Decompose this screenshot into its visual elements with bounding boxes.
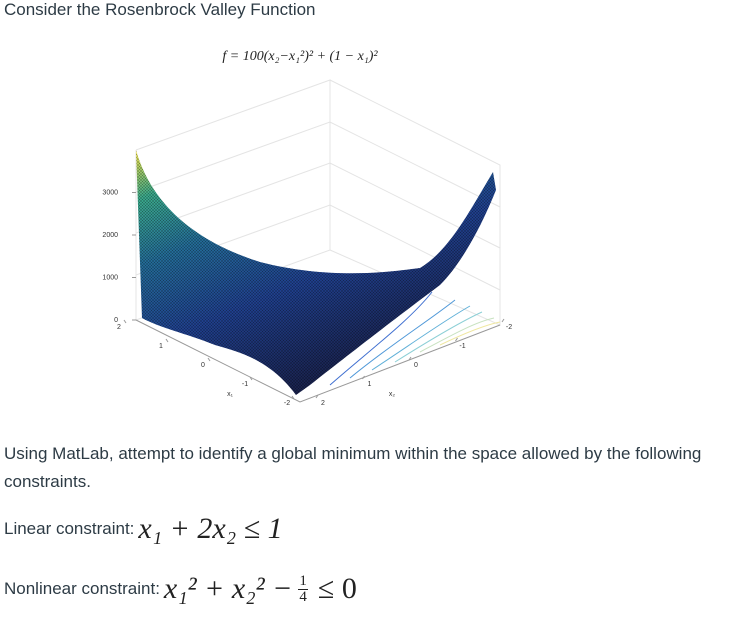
x2-tick-label: 2 xyxy=(321,400,325,407)
label: Nonlinear constraint: xyxy=(4,579,160,598)
denominator: 4 xyxy=(299,588,307,605)
x2-tick xyxy=(362,375,365,380)
surface-mesh xyxy=(136,150,496,395)
linear-row: Linear constraint: x₁ + 2x₂ ≤ 1 xyxy=(4,512,283,546)
x1-tick-label: -2 xyxy=(284,400,290,407)
x1-tick xyxy=(165,338,169,343)
z-tick-label: 3000 xyxy=(102,190,118,197)
x2-tick xyxy=(408,356,412,361)
x1-tick-label: 1 xyxy=(159,343,163,350)
x1-tick-label: -1 xyxy=(242,381,248,388)
z-tick-label: 2000 xyxy=(102,232,118,239)
x2-axis-label: x₂ xyxy=(389,391,396,398)
label: Linear constraint: xyxy=(4,519,135,538)
paragraph: Using MatLab, attempt to identify a glob… xyxy=(4,444,702,491)
x1-tick-label: 2 xyxy=(117,324,121,331)
numerator: 1 xyxy=(298,572,308,590)
x1-tick xyxy=(249,376,253,381)
x2-tick-label: -2 xyxy=(506,324,512,331)
z-tick-label: 1000 xyxy=(102,275,118,282)
x1-tick xyxy=(123,319,127,324)
contours xyxy=(329,291,501,386)
x2-tick xyxy=(315,394,319,399)
x1-tick xyxy=(207,357,211,362)
x1-axis-label: x₁ xyxy=(227,391,234,398)
math: x₁² + x₂² − xyxy=(163,572,293,605)
axes xyxy=(135,319,501,403)
x2-tick xyxy=(501,318,505,323)
math: x₁ + 2x₂ ≤ 1 xyxy=(138,512,283,545)
x1-tick xyxy=(291,395,295,400)
z-tick-label: 0 xyxy=(114,317,118,324)
figure: f = 100(x₂−x₁²)² + (1 − x₁)² 0 1000 2000 30… xyxy=(102,49,512,407)
x2-tick xyxy=(455,337,458,342)
math: ≤ 0 xyxy=(317,572,357,605)
formula: f = 100(x₂−x₁²)² + (1 − x₁)² xyxy=(222,49,378,64)
x1-tick-label: 0 xyxy=(201,362,205,369)
x2-tick-label: 0 xyxy=(414,362,418,369)
x2-tick-label: -1 xyxy=(459,343,465,350)
x2-tick-label: 1 xyxy=(368,381,372,388)
title: Consider the Rosenbrock Valley Function xyxy=(4,0,316,19)
